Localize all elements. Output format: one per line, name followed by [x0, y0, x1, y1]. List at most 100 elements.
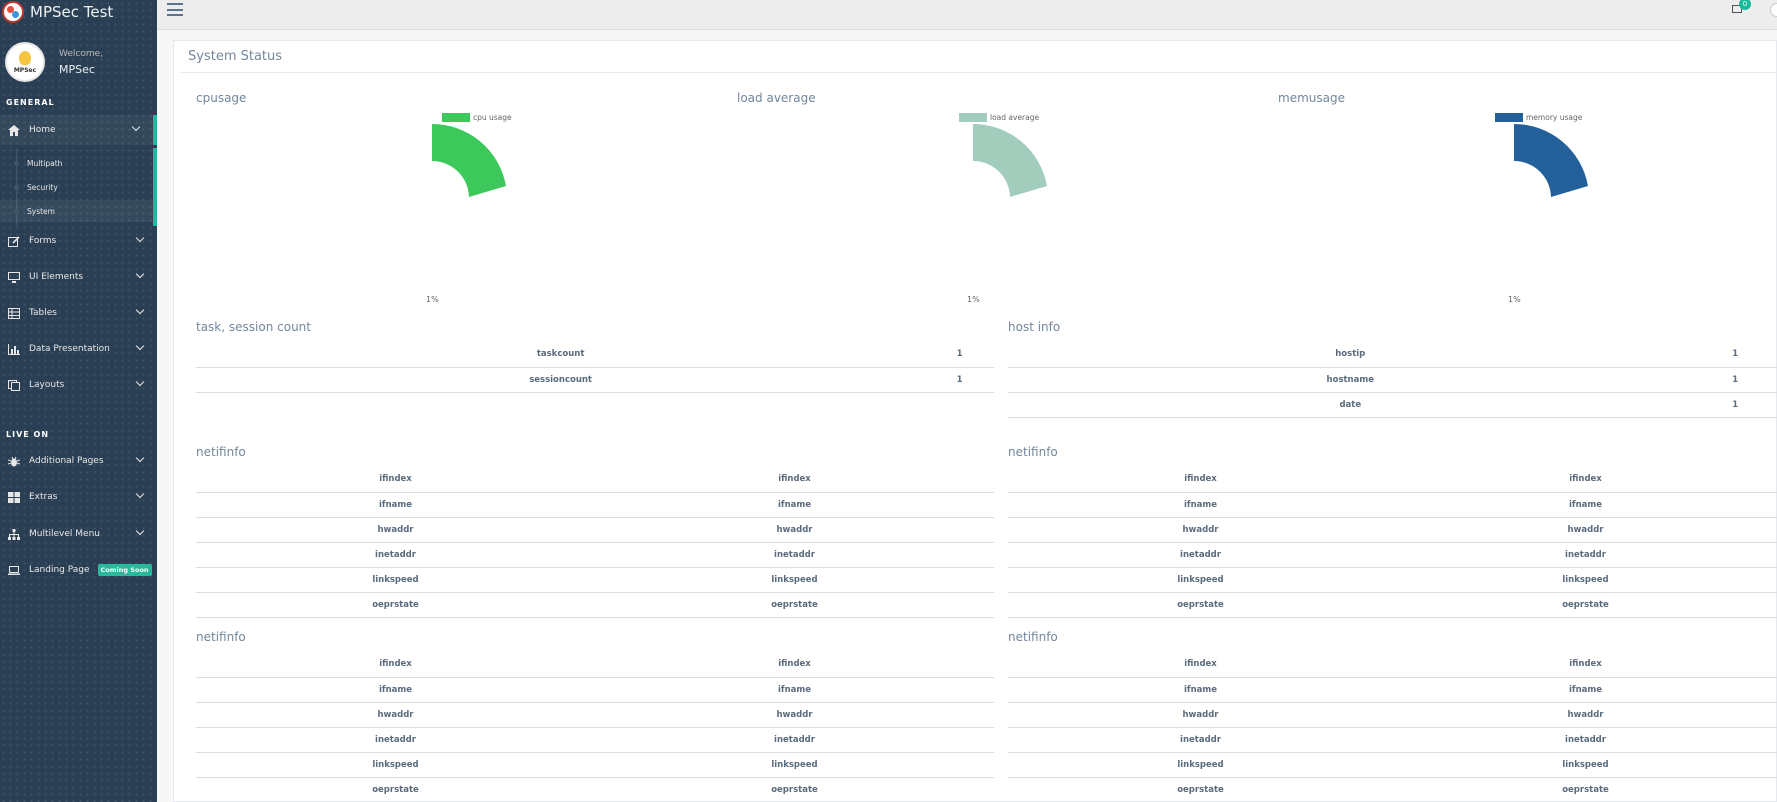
sidebar-item-additional-pages[interactable]: Additional Pages	[0, 446, 157, 476]
sidebar-item-ui-elements[interactable]: UI Elements	[0, 262, 157, 292]
welcome-text: Welcome,	[59, 48, 104, 59]
brand-logo-icon	[2, 1, 24, 23]
sidebar: MPSec Test MPSec Welcome, MPSec GENERAL …	[0, 0, 157, 802]
sidebar-item-home[interactable]: Home	[0, 115, 157, 145]
chevron-down-icon	[135, 377, 145, 387]
avatar-text: MPSec	[13, 66, 37, 74]
sidebar-item-label: Home	[29, 125, 56, 135]
table-row: hostname 1	[1008, 367, 1777, 393]
table-row: ifindex ifindex	[1008, 652, 1777, 678]
cpu-usage-chart: cpusage cpu usage 1%	[196, 91, 696, 311]
gauge-slice[interactable]	[973, 123, 1047, 197]
table-row: taskcount 1	[196, 342, 994, 368]
sidebar-item-label: Tables	[29, 308, 57, 318]
sidebar-item-tables[interactable]: Tables	[0, 298, 157, 328]
table-cell: inetaddr	[1008, 727, 1393, 753]
table-row: hostip 1	[1008, 342, 1777, 368]
sub-item-label: Security	[27, 182, 58, 192]
table-cell: inetaddr	[595, 727, 994, 753]
chart-canvas	[1514, 123, 1588, 197]
bug-icon	[7, 455, 21, 467]
table-row: oeprstate oeprstate	[196, 777, 994, 802]
netifinfo-section-4: netifinfo ifindex ifindex ifname ifname hw…	[1008, 630, 1777, 802]
chart-legend[interactable]: memory usage	[1495, 113, 1582, 122]
table-row: hwaddr hwaddr	[1008, 517, 1777, 543]
sidebar-item-label: Multilevel Menu	[29, 529, 100, 539]
gauge-slice[interactable]	[432, 123, 506, 197]
table-cell: oeprstate	[196, 777, 595, 802]
chart-legend[interactable]: cpu usage	[442, 113, 512, 122]
table-row: date 1	[1008, 392, 1777, 418]
sitemap-icon	[7, 528, 21, 540]
coming-soon-badge: Coming Soon	[97, 564, 152, 576]
table-cell: oeprstate	[1008, 592, 1393, 618]
sidebar-item-data-presentation[interactable]: Data Presentation	[0, 334, 157, 364]
table-cell: ifname	[1393, 492, 1777, 518]
chart-value-label: 1%	[1508, 295, 1521, 304]
sidebar-item-multilevel-menu[interactable]: Multilevel Menu	[0, 519, 157, 549]
section-title: netifinfo	[1008, 630, 1058, 644]
table-cell: hwaddr	[595, 702, 994, 728]
table-cell: inetaddr	[1393, 727, 1777, 753]
table-row: ifindex ifindex	[1008, 467, 1777, 493]
host-info-section: host info hostip 1 hostname 1 date 1	[1008, 320, 1777, 418]
section-title: host info	[1008, 320, 1061, 334]
sidebar-sub-multipath[interactable]: Multipath	[0, 152, 153, 174]
table-row: oeprstate oeprstate	[1008, 592, 1777, 618]
table-cell: oeprstate	[595, 777, 994, 802]
sidebar-item-label: Extras	[29, 492, 58, 502]
sidebar-item-forms[interactable]: Forms	[0, 226, 157, 256]
brand-title: MPSec Test	[30, 3, 114, 21]
table-cell: oeprstate	[196, 592, 595, 618]
table-row: hwaddr hwaddr	[196, 702, 994, 728]
table-cell: ifname	[1393, 677, 1777, 703]
sidebar-item-extras[interactable]: Extras	[0, 482, 157, 512]
task-session-table: taskcount 1 sessioncount 1	[196, 342, 994, 393]
bullet-icon	[14, 161, 19, 166]
user-avatar[interactable]	[1770, 3, 1777, 17]
table-cell: ifindex	[1393, 467, 1777, 493]
laptop-icon	[7, 564, 21, 576]
table-cell: linkspeed	[1008, 752, 1393, 778]
profile: MPSec Welcome, MPSec	[5, 42, 103, 82]
table-cell: ifindex	[1008, 652, 1393, 678]
table-cell: 1	[1692, 342, 1777, 368]
windows-icon	[7, 491, 21, 503]
table-row: hwaddr hwaddr	[1008, 702, 1777, 728]
memory-usage-chart: memusage memory usage 1%	[1278, 91, 1777, 311]
brand[interactable]: MPSec Test	[0, 0, 157, 24]
sidebar-sub-system[interactable]: System	[0, 200, 153, 222]
chart-canvas	[432, 123, 506, 197]
load-average-chart: load average load average 1%	[737, 91, 1237, 311]
table-cell: linkspeed	[196, 567, 595, 593]
avatar[interactable]: MPSec	[5, 42, 45, 82]
sidebar-item-layouts[interactable]: Layouts	[0, 370, 157, 400]
host-info-table: hostip 1 hostname 1 date 1	[1008, 342, 1777, 418]
lightbulb-icon	[19, 50, 31, 65]
section-title: netifinfo	[196, 445, 246, 459]
table-cell: linkspeed	[595, 567, 994, 593]
table-cell: hwaddr	[196, 702, 595, 728]
table-cell: hwaddr	[1393, 517, 1777, 543]
sidebar-item-label: Landing Page	[29, 565, 90, 575]
chart-title: memusage	[1278, 91, 1345, 105]
table-row: sessioncount 1	[196, 367, 994, 393]
menu-toggle-icon[interactable]	[167, 3, 183, 16]
table-cell: linkspeed	[1393, 567, 1777, 593]
bar-chart-icon	[7, 343, 21, 355]
netifinfo-table: ifindex ifindex ifname ifname hwaddr hwaddr…	[1008, 467, 1777, 618]
table-cell: inetaddr	[196, 542, 595, 568]
table-cell: ifname	[1008, 677, 1393, 703]
sidebar-item-landing-page[interactable]: Landing Page Coming Soon	[0, 555, 157, 585]
sidebar-sub-security[interactable]: Security	[0, 176, 153, 198]
chevron-down-icon	[135, 526, 145, 536]
legend-swatch	[959, 113, 987, 122]
gauge-slice[interactable]	[1514, 123, 1588, 197]
section-title: netifinfo	[1008, 445, 1058, 459]
table-cell: 1	[925, 367, 994, 393]
table-cell: oeprstate	[1393, 777, 1777, 802]
sub-item-label: Multipath	[27, 158, 63, 168]
table-cell: oeprstate	[1008, 777, 1393, 802]
table-cell: inetaddr	[595, 542, 994, 568]
chart-legend[interactable]: load average	[959, 113, 1039, 122]
